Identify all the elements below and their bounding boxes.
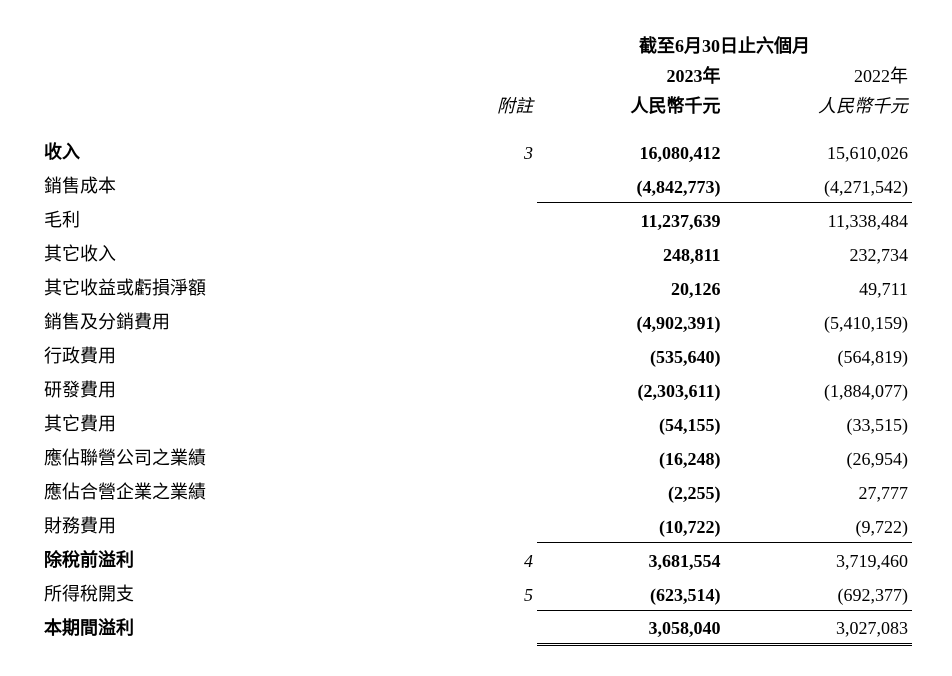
tax-2023: (623,514) <box>537 576 724 610</box>
tax-2022: (692,377) <box>725 576 913 610</box>
unit-2022: 人民幣千元 <box>725 90 913 120</box>
profit-2023: 3,058,040 <box>537 610 724 644</box>
label-admin: 行政費用 <box>40 338 441 372</box>
note-gross <box>441 202 537 236</box>
revenue-2023: 16,080,412 <box>537 134 724 168</box>
admin-2023: (535,640) <box>537 338 724 372</box>
row-jv: 應佔合營企業之業績 (2,255) 27,777 <box>40 474 912 508</box>
row-tax: 所得稅開支 5 (623,514) (692,377) <box>40 576 912 610</box>
year-2023: 2023年 <box>537 60 724 90</box>
pbt-2022: 3,719,460 <box>725 542 913 576</box>
label-cogs: 銷售成本 <box>40 168 441 202</box>
row-profit: 本期間溢利 3,058,040 3,027,083 <box>40 610 912 644</box>
row-finance: 財務費用 (10,722) (9,722) <box>40 508 912 542</box>
gross-2022: 11,338,484 <box>725 202 913 236</box>
rnd-2023: (2,303,611) <box>537 372 724 406</box>
other-income-2022: 232,734 <box>725 236 913 270</box>
label-tax: 所得稅開支 <box>40 576 441 610</box>
label-selling: 銷售及分銷費用 <box>40 304 441 338</box>
gross-2023: 11,237,639 <box>537 202 724 236</box>
other-gain-2023: 20,126 <box>537 270 724 304</box>
assoc-2022: (26,954) <box>725 440 913 474</box>
selling-2022: (5,410,159) <box>725 304 913 338</box>
notes-header: 附註 <box>441 90 537 120</box>
label-jv: 應佔合營企業之業績 <box>40 474 441 508</box>
jv-2023: (2,255) <box>537 474 724 508</box>
pbt-2023: 3,681,554 <box>537 542 724 576</box>
row-cogs: 銷售成本 (4,842,773) (4,271,542) <box>40 168 912 202</box>
row-selling: 銷售及分銷費用 (4,902,391) (5,410,159) <box>40 304 912 338</box>
label-gross: 毛利 <box>40 202 441 236</box>
finance-2022: (9,722) <box>725 508 913 542</box>
other-exp-2023: (54,155) <box>537 406 724 440</box>
label-other-income: 其它收入 <box>40 236 441 270</box>
selling-2023: (4,902,391) <box>537 304 724 338</box>
label-other-exp: 其它費用 <box>40 406 441 440</box>
admin-2022: (564,819) <box>725 338 913 372</box>
cogs-2023: (4,842,773) <box>537 168 724 202</box>
profit-2022: 3,027,083 <box>725 610 913 644</box>
row-other-exp: 其它費用 (54,155) (33,515) <box>40 406 912 440</box>
unit-2023: 人民幣千元 <box>537 90 724 120</box>
label-assoc: 應佔聯營公司之業績 <box>40 440 441 474</box>
income-statement-table: 截至6月30日止六個月 2023年 2022年 附註 人民幣千元 人民幣千元 收… <box>40 30 912 646</box>
row-other-gain: 其它收益或虧損淨額 20,126 49,711 <box>40 270 912 304</box>
row-rnd: 研發費用 (2,303,611) (1,884,077) <box>40 372 912 406</box>
jv-2022: 27,777 <box>725 474 913 508</box>
row-admin: 行政費用 (535,640) (564,819) <box>40 338 912 372</box>
label-finance: 財務費用 <box>40 508 441 542</box>
assoc-2023: (16,248) <box>537 440 724 474</box>
label-pbt: 除稅前溢利 <box>40 542 441 576</box>
period-header: 截至6月30日止六個月 <box>537 30 912 60</box>
label-revenue: 收入 <box>40 134 441 168</box>
rnd-2022: (1,884,077) <box>725 372 913 406</box>
label-other-gain: 其它收益或虧損淨額 <box>40 270 441 304</box>
row-gross: 毛利 11,237,639 11,338,484 <box>40 202 912 236</box>
note-revenue: 3 <box>441 134 537 168</box>
revenue-2022: 15,610,026 <box>725 134 913 168</box>
row-pbt: 除稅前溢利 4 3,681,554 3,719,460 <box>40 542 912 576</box>
other-exp-2022: (33,515) <box>725 406 913 440</box>
year-2022: 2022年 <box>725 60 913 90</box>
row-other-income: 其它收入 248,811 232,734 <box>40 236 912 270</box>
row-revenue: 收入 3 16,080,412 15,610,026 <box>40 134 912 168</box>
note-pbt: 4 <box>441 542 537 576</box>
note-cogs <box>441 168 537 202</box>
other-income-2023: 248,811 <box>537 236 724 270</box>
note-tax: 5 <box>441 576 537 610</box>
cogs-2022: (4,271,542) <box>725 168 913 202</box>
other-gain-2022: 49,711 <box>725 270 913 304</box>
finance-2023: (10,722) <box>537 508 724 542</box>
label-rnd: 研發費用 <box>40 372 441 406</box>
row-assoc: 應佔聯營公司之業績 (16,248) (26,954) <box>40 440 912 474</box>
label-profit: 本期間溢利 <box>40 610 441 644</box>
